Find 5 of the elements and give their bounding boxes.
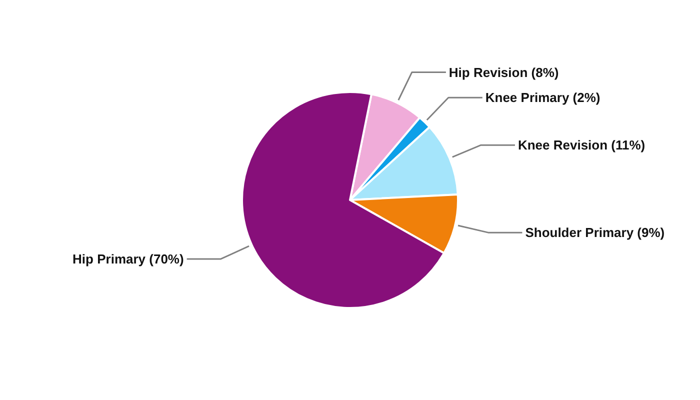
slice-label: Shoulder Primary (9%) bbox=[525, 225, 665, 240]
slice-label: Hip Primary (70%) bbox=[72, 252, 184, 267]
slice-label: Knee Revision (11%) bbox=[518, 138, 646, 153]
slice-label: Hip Revision (8%) bbox=[448, 64, 559, 80]
slice-label: Knee Primary (2%) bbox=[485, 90, 600, 106]
